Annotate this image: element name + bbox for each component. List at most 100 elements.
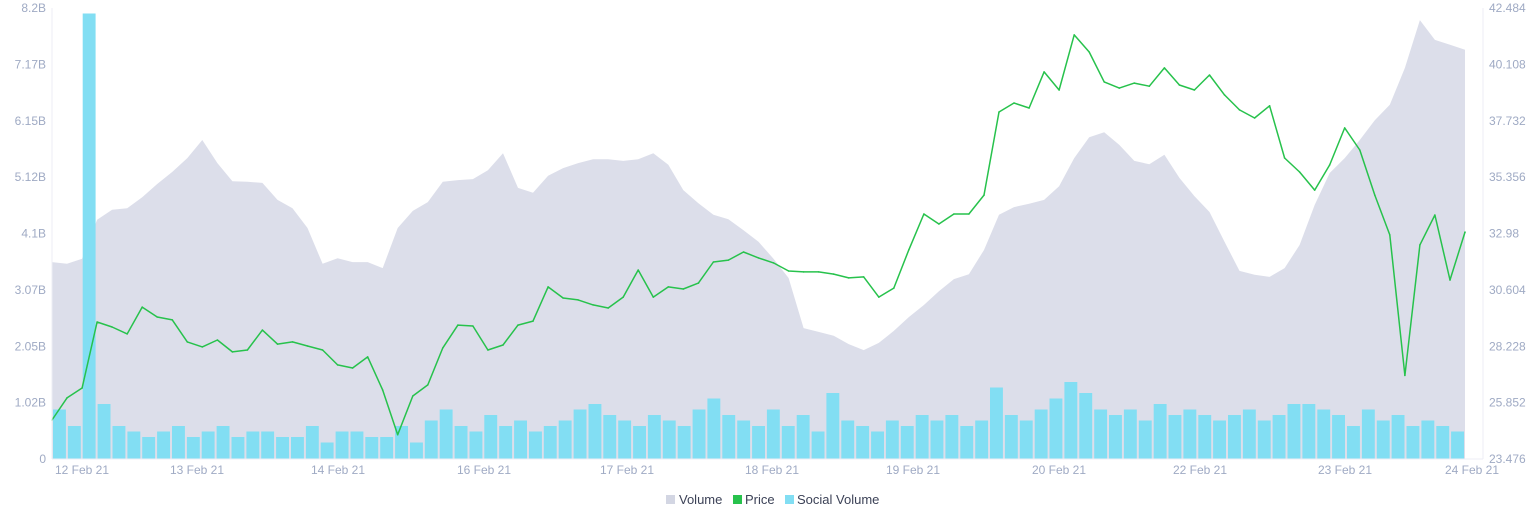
right-axis-tick-label: 28.228 xyxy=(1489,339,1526,353)
price-point xyxy=(998,111,1000,113)
price-point xyxy=(1283,157,1286,159)
price-point xyxy=(1268,105,1271,107)
social-volume-bar xyxy=(365,437,379,459)
legend-item-price[interactable]: Price xyxy=(733,492,775,507)
social-volume-bar xyxy=(201,431,215,459)
price-point xyxy=(141,306,143,308)
price-point xyxy=(547,286,549,288)
social-volume-bar xyxy=(380,437,394,459)
price-point xyxy=(472,325,474,327)
social-volume-bar xyxy=(231,437,245,459)
price-point xyxy=(126,333,128,335)
price-point xyxy=(1359,149,1361,151)
social-volume-bar xyxy=(1421,420,1435,459)
social-volume-bar xyxy=(1317,409,1331,459)
price-point xyxy=(1238,109,1241,111)
price-point xyxy=(171,319,174,321)
price-point xyxy=(1118,87,1121,89)
social-volume-bar xyxy=(157,431,170,459)
social-volume-bar xyxy=(1376,420,1390,459)
social-volume-bar xyxy=(737,420,751,459)
social-volume-bar xyxy=(543,426,557,459)
price-point xyxy=(291,341,294,343)
price-point xyxy=(562,297,564,299)
price-point xyxy=(772,262,775,264)
price-point xyxy=(246,349,249,351)
price-point xyxy=(622,296,624,298)
social-volume-bar xyxy=(1198,415,1212,459)
legend-label-social-volume: Social Volume xyxy=(797,492,879,507)
price-point xyxy=(96,321,98,323)
price-point xyxy=(923,213,925,215)
social-volume-bar xyxy=(67,426,81,459)
price-point xyxy=(1148,85,1151,87)
social-volume-bar xyxy=(216,426,230,459)
social-volume-bar xyxy=(1451,431,1464,459)
right-axis-tick-label: 37.732 xyxy=(1489,114,1526,128)
price-point xyxy=(336,364,339,366)
social-volume-bar xyxy=(1257,420,1271,459)
social-volume-bar xyxy=(975,420,989,459)
price-series xyxy=(51,34,1466,436)
social-volume-bar xyxy=(529,431,542,459)
price-point xyxy=(1434,214,1436,216)
social-volume-bar xyxy=(588,404,602,459)
social-volume-bar xyxy=(335,431,349,459)
social-volume-bar xyxy=(1332,415,1345,459)
price-point xyxy=(1253,117,1256,119)
volume-series xyxy=(52,20,1465,459)
x-axis-tick-label: 17 Feb 21 xyxy=(600,463,654,477)
social-volume-bar xyxy=(603,415,617,459)
social-volume-bar xyxy=(1123,409,1137,459)
legend-item-social-volume[interactable]: Social Volume xyxy=(785,492,879,507)
social-volume-bar xyxy=(1213,420,1226,459)
price-point xyxy=(1464,231,1466,233)
social-volume-bar xyxy=(945,415,959,459)
price-point xyxy=(878,296,880,298)
left-axis-tick-label: 2.05B xyxy=(15,339,46,353)
social-volume-bar xyxy=(469,431,483,459)
price-point xyxy=(66,397,68,399)
social-volume-bar xyxy=(707,398,721,459)
price-point xyxy=(1343,127,1346,129)
social-volume-bar xyxy=(1272,415,1286,459)
social-volume-bar xyxy=(1049,398,1063,459)
social-volume-bar xyxy=(1347,426,1360,459)
social-volume-bar xyxy=(127,431,141,459)
price-point xyxy=(908,249,910,251)
price-point xyxy=(1088,51,1090,53)
social-volume-bar xyxy=(514,420,527,459)
social-volume-bar xyxy=(811,431,825,459)
price-point xyxy=(1298,171,1301,173)
price-point xyxy=(1374,194,1376,196)
price-point xyxy=(652,296,655,298)
social-volume-bar xyxy=(112,426,126,459)
left-axis-tick-label: 1.02B xyxy=(15,396,46,410)
social-volume-bar xyxy=(1406,426,1420,459)
social-volume-bar xyxy=(320,442,334,459)
legend-swatch-price xyxy=(733,495,742,504)
social-volume-bar xyxy=(633,426,646,459)
social-volume-bar xyxy=(1094,409,1108,459)
legend: Volume Price Social Volume xyxy=(666,492,879,507)
social-volume-bar xyxy=(410,442,423,459)
x-axis-tick-label: 23 Feb 21 xyxy=(1318,463,1372,477)
legend-item-volume[interactable]: Volume xyxy=(666,492,722,507)
social-volume-bar xyxy=(1034,409,1048,459)
social-volume-bar xyxy=(82,13,96,459)
price-point xyxy=(216,339,219,341)
price-point xyxy=(1058,89,1060,91)
price-point xyxy=(968,213,970,215)
price-point xyxy=(697,282,700,284)
social-volume-bar xyxy=(350,431,364,459)
left-axis-tick-label: 5.12B xyxy=(15,170,46,184)
social-volume-bar xyxy=(766,409,780,459)
left-axis-ticks: 0 1.02B 2.05B 3.07B 4.1B 5.12B 6.15B 7.17B 8.2B xyxy=(15,1,47,466)
social-volume-bar xyxy=(53,409,66,459)
social-volume-bar xyxy=(826,393,840,459)
social-volume-bar xyxy=(454,426,468,459)
legend-swatch-social-volume xyxy=(785,495,794,504)
social-volume-bar xyxy=(1242,409,1256,459)
price-point xyxy=(953,213,955,215)
price-point xyxy=(532,320,534,322)
